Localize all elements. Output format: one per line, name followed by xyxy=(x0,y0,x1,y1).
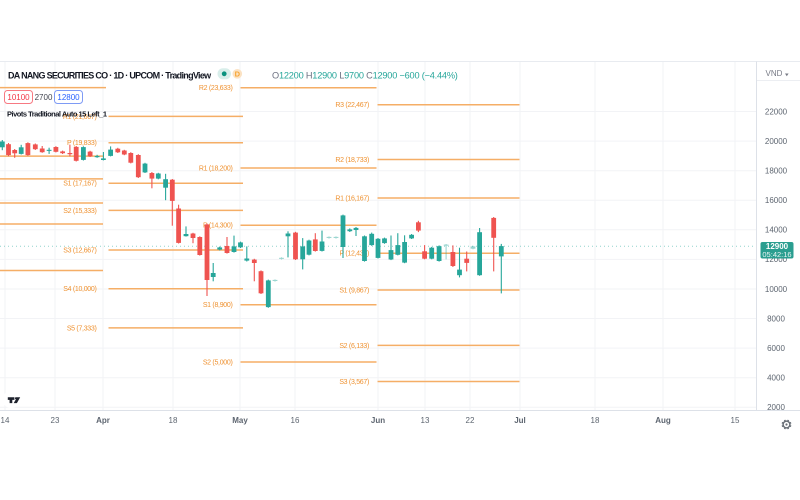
svg-text:14000: 14000 xyxy=(765,226,788,235)
svg-text:R1 (18,200): R1 (18,200) xyxy=(199,165,233,172)
svg-text:S1 (8,900): S1 (8,900) xyxy=(203,302,233,309)
svg-text:Aug: Aug xyxy=(655,416,671,425)
svg-text:R1 (16,167): R1 (16,167) xyxy=(335,195,369,202)
svg-text:6000: 6000 xyxy=(767,344,785,353)
svg-text:P (19,833): P (19,833) xyxy=(67,140,97,147)
svg-text:05:42:16: 05:42:16 xyxy=(762,250,791,259)
svg-text:4000: 4000 xyxy=(767,374,785,383)
svg-text:S2 (6,133): S2 (6,133) xyxy=(339,343,369,350)
svg-text:O12200 H12900 L9700 C12900 −60: O12200 H12900 L9700 C12900 −600 (−4.44%) xyxy=(272,71,458,81)
svg-text:R2 (23,633): R2 (23,633) xyxy=(199,85,233,92)
svg-text:S2 (15,333): S2 (15,333) xyxy=(63,208,96,215)
svg-text:P (12,433): P (12,433) xyxy=(339,251,369,258)
svg-text:R1 (21,667): R1 (21,667) xyxy=(63,114,97,121)
svg-text:2700: 2700 xyxy=(35,93,53,102)
svg-text:VND: VND xyxy=(766,69,783,78)
svg-text:14: 14 xyxy=(1,416,10,425)
svg-text:Apr: Apr xyxy=(96,416,110,425)
svg-text:S1 (17,167): S1 (17,167) xyxy=(63,181,96,188)
svg-text:16000: 16000 xyxy=(765,196,788,205)
svg-text:D: D xyxy=(235,70,241,79)
svg-text:15: 15 xyxy=(731,416,740,425)
svg-text:S3 (12,667): S3 (12,667) xyxy=(63,247,96,254)
svg-text:May: May xyxy=(232,416,248,425)
svg-text:10100: 10100 xyxy=(7,93,30,102)
svg-text:8000: 8000 xyxy=(767,314,785,323)
svg-text:23: 23 xyxy=(51,416,60,425)
svg-text:S3 (3,567): S3 (3,567) xyxy=(339,379,369,386)
svg-text:R2 (18,733): R2 (18,733) xyxy=(335,157,369,164)
svg-text:Jul: Jul xyxy=(514,416,526,425)
svg-text:13: 13 xyxy=(421,416,430,425)
svg-text:18: 18 xyxy=(169,416,178,425)
svg-text:S1 (9,867): S1 (9,867) xyxy=(339,287,369,294)
svg-text:18: 18 xyxy=(591,416,600,425)
svg-text:10000: 10000 xyxy=(765,285,788,294)
svg-text:2000: 2000 xyxy=(767,403,785,412)
svg-text:16: 16 xyxy=(291,416,300,425)
svg-text:DA NANG SECURITIES CO · 1D · U: DA NANG SECURITIES CO · 1D · UPCOM · Tra… xyxy=(8,71,212,81)
svg-text:22: 22 xyxy=(466,416,475,425)
svg-text:P (14,300): P (14,300) xyxy=(203,223,233,230)
svg-text:Pivots Traditional Auto 15 Lef: Pivots Traditional Auto 15 Left_1 xyxy=(7,110,107,119)
svg-text:12900: 12900 xyxy=(766,242,789,251)
svg-text:22000: 22000 xyxy=(765,107,788,116)
svg-text:20000: 20000 xyxy=(765,137,788,146)
svg-text:12000: 12000 xyxy=(765,255,788,264)
svg-text:S2 (5,000): S2 (5,000) xyxy=(203,359,233,366)
svg-text:S4 (10,000): S4 (10,000) xyxy=(63,286,96,293)
svg-text:12800: 12800 xyxy=(57,93,80,102)
svg-text:18000: 18000 xyxy=(765,167,788,176)
svg-text:R3 (22,467): R3 (22,467) xyxy=(335,102,369,109)
svg-text:S5 (7,333): S5 (7,333) xyxy=(67,325,97,332)
svg-text:Jun: Jun xyxy=(371,416,385,425)
